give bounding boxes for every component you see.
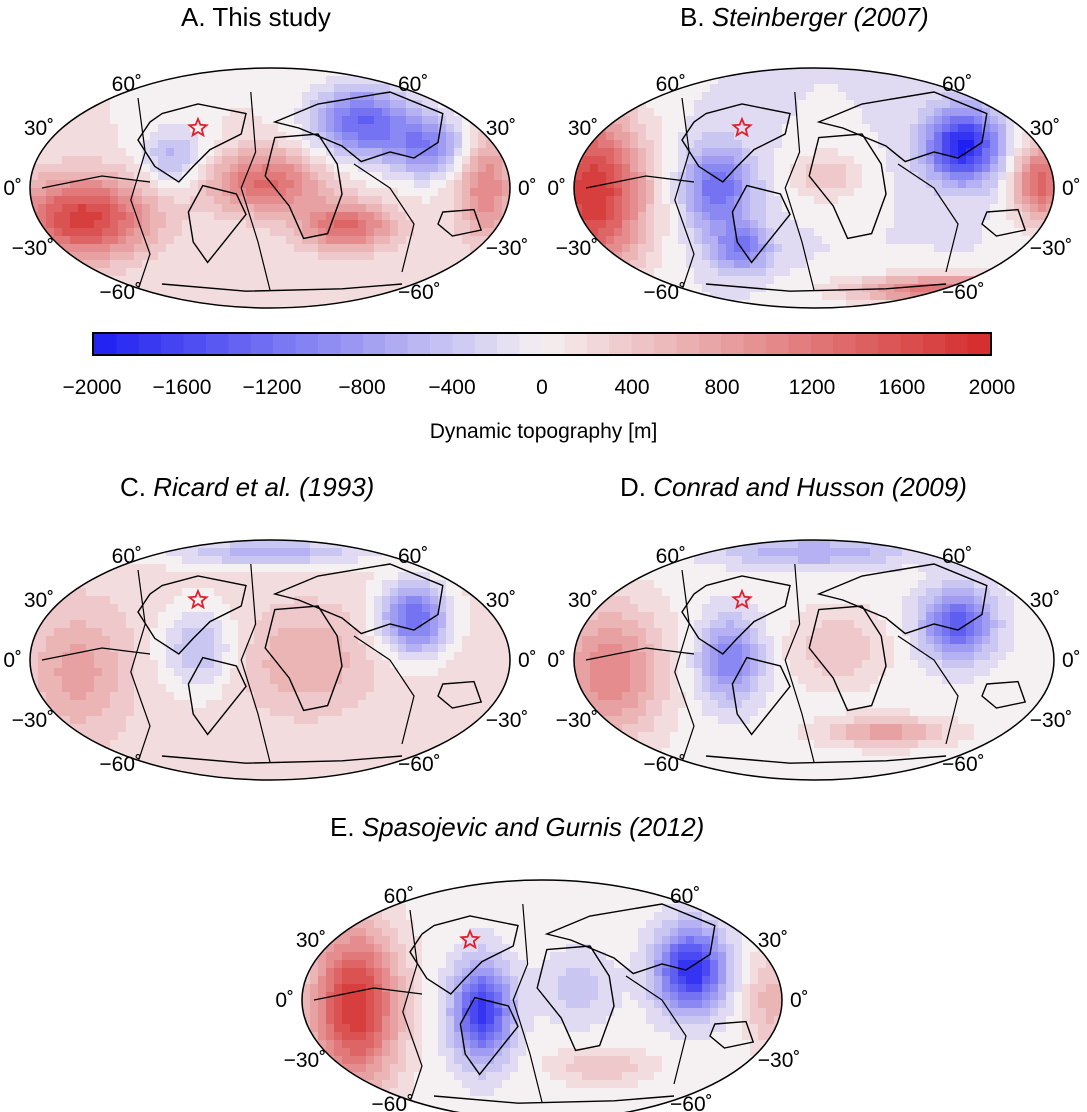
map-panel-a-svg: 60˚60˚30˚30˚0˚0˚−30˚−30˚−60˚−60˚ xyxy=(0,80,540,300)
lat-label-right: 0˚ xyxy=(518,649,537,672)
lat-label-left: −60˚ xyxy=(643,753,686,776)
lat-label-right: 0˚ xyxy=(1062,177,1081,200)
lat-label-right: −60˚ xyxy=(942,753,985,776)
lat-label-right: 0˚ xyxy=(790,989,809,1012)
lat-label-left: −30˚ xyxy=(556,237,599,260)
lat-label-right: 30˚ xyxy=(486,117,516,140)
panel-d-name: Conrad and Husson (2009) xyxy=(653,472,967,502)
panel-title-e: E. Spasojevic and Gurnis (2012) xyxy=(330,812,704,843)
topography-field xyxy=(30,68,511,309)
panel-b-name: Steinberger (2007) xyxy=(712,2,929,32)
panel-title-b: B. Steinberger (2007) xyxy=(680,2,929,33)
topography-field xyxy=(574,68,1055,309)
panel-title-d: D. Conrad and Husson (2009) xyxy=(620,472,967,503)
map-panel-e-svg: 60˚60˚30˚30˚0˚0˚−30˚−30˚−60˚−60˚ xyxy=(272,892,812,1112)
colorbar-tick-label: −800 xyxy=(338,376,385,400)
topography-field xyxy=(30,540,511,781)
panel-e-name: Spasojevic and Gurnis (2012) xyxy=(362,812,705,842)
panel-b-prefix: B. xyxy=(680,2,705,32)
map-panel-d: 60˚60˚30˚30˚0˚0˚−30˚−30˚−60˚−60˚ xyxy=(544,552,1084,772)
colorbar-tick-label: 1200 xyxy=(789,376,836,400)
colorbar-tick-label: 0 xyxy=(536,376,548,400)
lat-label-left: 60˚ xyxy=(656,73,686,96)
colorbar-tick-label: 1600 xyxy=(879,376,926,400)
map-panel-b: 60˚60˚30˚30˚0˚0˚−30˚−30˚−60˚−60˚ xyxy=(544,80,1084,300)
lat-label-right: −30˚ xyxy=(1030,709,1073,732)
lat-label-left: 0˚ xyxy=(3,649,22,672)
lat-label-right: −30˚ xyxy=(1030,237,1073,260)
lat-label-left: −60˚ xyxy=(99,753,142,776)
topography-field xyxy=(574,540,1055,781)
lat-label-right: 30˚ xyxy=(486,589,516,612)
lat-label-left: 0˚ xyxy=(275,989,294,1012)
colorbar-tick-label: −400 xyxy=(428,376,475,400)
map-panel-c-svg: 60˚60˚30˚30˚0˚0˚−30˚−30˚−60˚−60˚ xyxy=(0,552,540,772)
map-panel-a: 60˚60˚30˚30˚0˚0˚−30˚−30˚−60˚−60˚ xyxy=(0,80,540,300)
lat-label-right: −60˚ xyxy=(398,753,441,776)
lat-label-right: −30˚ xyxy=(758,1049,801,1072)
lat-label-right: 60˚ xyxy=(942,73,972,96)
lat-label-right: 60˚ xyxy=(398,545,428,568)
lat-label-right: 60˚ xyxy=(942,545,972,568)
lat-label-right: 60˚ xyxy=(398,73,428,96)
lat-label-left: −60˚ xyxy=(99,281,142,304)
lat-label-left: 30˚ xyxy=(296,929,326,952)
lat-label-left: 0˚ xyxy=(3,177,22,200)
lat-label-right: −30˚ xyxy=(486,237,529,260)
colorbar-tick-label: −1200 xyxy=(243,376,302,400)
lat-label-right: −60˚ xyxy=(942,281,985,304)
panel-c-name: Ricard et al. (1993) xyxy=(153,472,374,502)
panel-a-prefix: A. xyxy=(181,2,206,32)
panel-a-name: This study xyxy=(212,2,331,32)
map-panel-e: 60˚60˚30˚30˚0˚0˚−30˚−30˚−60˚−60˚ xyxy=(272,892,812,1112)
colorbar-tick-label: 2000 xyxy=(969,376,1016,400)
lat-label-right: 0˚ xyxy=(518,177,537,200)
lat-label-left: 60˚ xyxy=(656,545,686,568)
panel-title-a: A. This study xyxy=(181,2,331,33)
lat-label-left: −30˚ xyxy=(12,709,55,732)
panel-e-prefix: E. xyxy=(330,812,355,842)
panel-d-prefix: D. xyxy=(620,472,646,502)
lat-label-left: 60˚ xyxy=(112,545,142,568)
lat-label-right: 0˚ xyxy=(1062,649,1081,672)
map-panel-d-svg: 60˚60˚30˚30˚0˚0˚−30˚−30˚−60˚−60˚ xyxy=(544,552,1084,772)
lat-label-left: −60˚ xyxy=(371,1093,414,1112)
colorbar-tick-label: −1600 xyxy=(153,376,212,400)
lat-label-right: −60˚ xyxy=(670,1093,713,1112)
panel-title-c: C. Ricard et al. (1993) xyxy=(120,472,374,503)
lat-label-left: −30˚ xyxy=(12,237,55,260)
lat-label-left: 30˚ xyxy=(568,589,598,612)
lat-label-right: −60˚ xyxy=(398,281,441,304)
map-panel-b-svg: 60˚60˚30˚30˚0˚0˚−30˚−30˚−60˚−60˚ xyxy=(544,80,1084,300)
lat-label-left: 30˚ xyxy=(24,589,54,612)
lat-label-left: 60˚ xyxy=(384,885,414,908)
lat-label-left: −60˚ xyxy=(643,281,686,304)
lat-label-left: 0˚ xyxy=(547,649,566,672)
lat-label-left: −30˚ xyxy=(556,709,599,732)
lat-label-right: 30˚ xyxy=(1030,117,1060,140)
lat-label-left: −30˚ xyxy=(284,1049,327,1072)
lat-label-left: 30˚ xyxy=(24,117,54,140)
panel-c-prefix: C. xyxy=(120,472,146,502)
lat-label-right: 30˚ xyxy=(758,929,788,952)
colorbar-tick-label: 400 xyxy=(614,376,649,400)
lat-label-left: 60˚ xyxy=(112,73,142,96)
map-panel-c: 60˚60˚30˚30˚0˚0˚−30˚−30˚−60˚−60˚ xyxy=(0,552,540,772)
lat-label-right: 60˚ xyxy=(670,885,700,908)
lat-label-left: 30˚ xyxy=(568,117,598,140)
lat-label-right: −30˚ xyxy=(486,709,529,732)
colorbar xyxy=(92,332,992,356)
colorbar-label: Dynamic topography [m] xyxy=(0,420,1087,444)
lat-label-right: 30˚ xyxy=(1030,589,1060,612)
lat-label-left: 0˚ xyxy=(547,177,566,200)
colorbar-tick-label: −2000 xyxy=(63,376,122,400)
colorbar-tick-label: 800 xyxy=(704,376,739,400)
